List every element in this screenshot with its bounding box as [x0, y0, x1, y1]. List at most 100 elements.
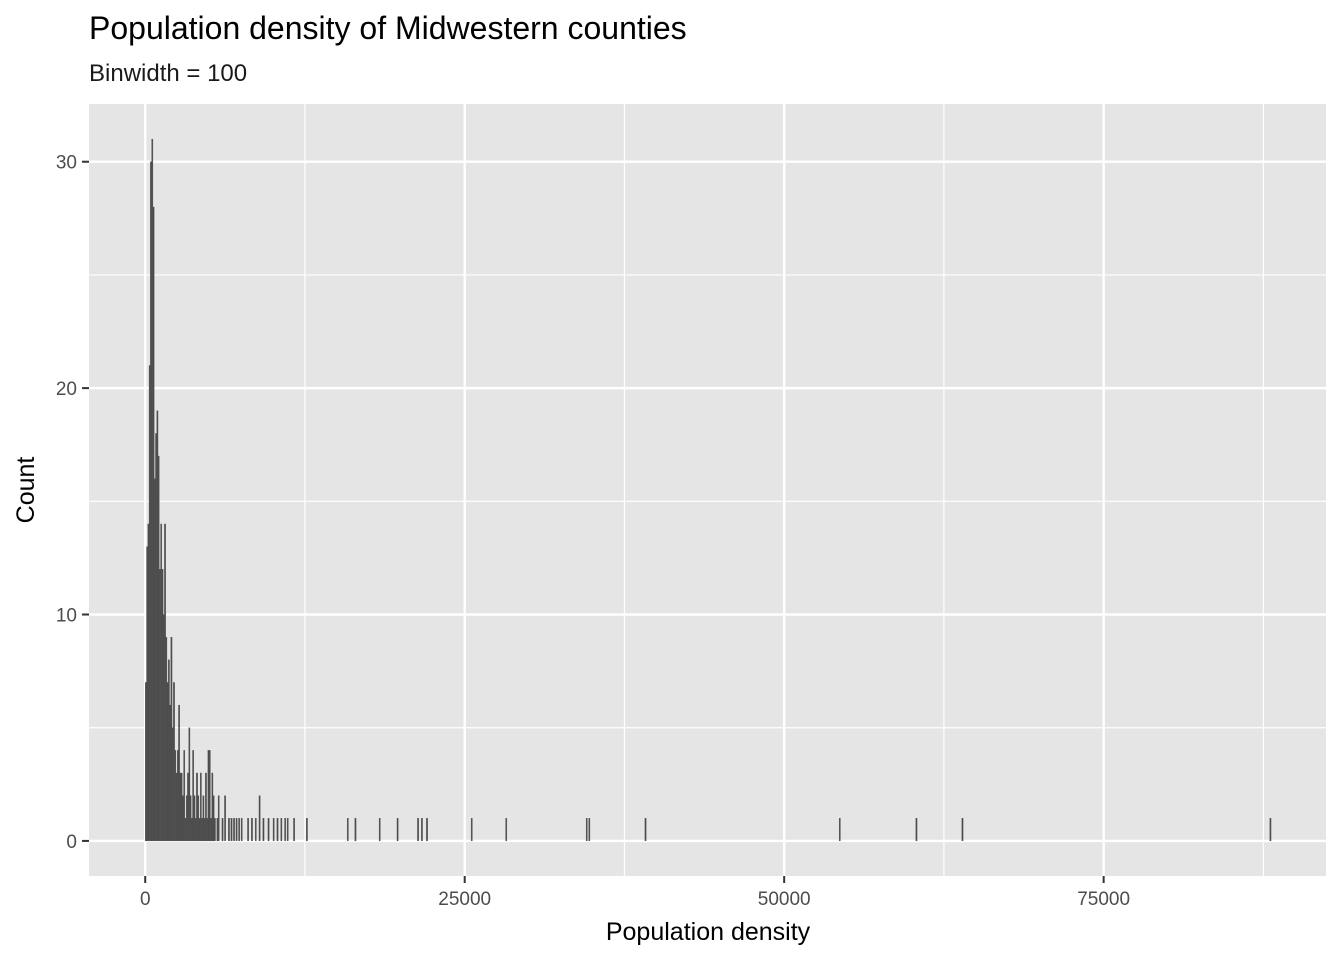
- histogram-bar: [184, 818, 187, 842]
- histogram-bar: [233, 818, 235, 842]
- histogram-bar: [145, 682, 147, 842]
- histogram-bar: [838, 818, 841, 842]
- histogram-bar: [276, 818, 279, 842]
- histogram-bar: [148, 365, 151, 842]
- histogram-bar: [157, 455, 160, 842]
- histogram-bar: [150, 161, 152, 842]
- histogram-bar: [272, 818, 275, 842]
- histogram-bar: [417, 818, 419, 842]
- histogram-bar: [165, 637, 168, 842]
- histogram-bar: [170, 637, 173, 842]
- histogram-bar: [147, 523, 150, 842]
- histogram-bar: [267, 818, 270, 842]
- histogram-bar: [159, 569, 161, 842]
- plot-panel: [89, 104, 1326, 876]
- histogram-bar: [961, 818, 964, 842]
- histogram-bar: [396, 818, 399, 842]
- histogram-bar: [169, 704, 171, 842]
- histogram-bar: [194, 818, 197, 842]
- histogram-bar: [211, 772, 214, 842]
- histogram-bar: [151, 138, 154, 842]
- histogram-bar: [228, 818, 230, 842]
- histogram-bar: [208, 750, 211, 842]
- x-tick-label: 50000: [758, 889, 811, 910]
- x-tick-label: 0: [140, 889, 151, 910]
- chart-subtitle: Binwidth = 100: [89, 60, 247, 87]
- histogram-bar: [177, 750, 179, 842]
- histogram-bar: [224, 795, 226, 842]
- histogram-bar: [202, 795, 205, 842]
- histogram-bar: [191, 818, 193, 842]
- histogram-bar: [193, 795, 196, 842]
- histogram-bar: [280, 818, 283, 842]
- histogram-bar: [588, 818, 591, 842]
- histogram-bar: [160, 523, 163, 842]
- histogram-bar: [286, 818, 289, 842]
- major-gridlines: [89, 104, 1326, 876]
- histogram-bar: [470, 818, 473, 842]
- histogram-bar: [192, 750, 194, 842]
- x-tick-label: 75000: [1077, 889, 1130, 910]
- histogram-bar: [254, 818, 257, 842]
- histogram-bar: [346, 818, 349, 842]
- histogram-bar: [175, 772, 178, 842]
- histogram-bar: [214, 818, 216, 842]
- histogram-bar: [162, 614, 165, 842]
- y-tick-label: 10: [56, 606, 77, 627]
- y-axis-title: Count: [12, 457, 40, 524]
- histogram-bar: [154, 478, 156, 842]
- histogram-bar: [354, 818, 357, 842]
- histogram-bar: [161, 569, 164, 842]
- histogram-bar: [174, 750, 177, 842]
- histogram-bar: [306, 818, 308, 842]
- histogram-bar: [156, 410, 159, 842]
- histogram-bar: [915, 818, 918, 842]
- histogram-bar: [152, 206, 155, 842]
- chart-title: Population density of Midwestern countie…: [89, 10, 687, 46]
- histogram-bar: [426, 818, 428, 842]
- histogram-bar: [164, 523, 166, 842]
- histogram-bar: [183, 750, 186, 842]
- histogram-bar: [585, 818, 588, 842]
- histogram-bar: [284, 818, 286, 842]
- minor-gridlines: [89, 104, 1326, 876]
- histogram-bar: [421, 818, 423, 842]
- histogram-bar: [168, 659, 170, 842]
- histogram-bar: [207, 750, 210, 842]
- histogram-bar: [205, 772, 207, 842]
- histogram-bar: [200, 772, 202, 842]
- histogram-bar: [188, 727, 191, 842]
- histogram-bar: [212, 795, 215, 842]
- histogram-bar: [644, 818, 647, 842]
- histogram-bar: [182, 795, 184, 842]
- histogram-bar: [247, 818, 249, 842]
- histogram-bar: [258, 795, 261, 842]
- histogram-bar: [180, 772, 183, 842]
- histogram-bar: [206, 818, 209, 842]
- x-tick-label: 25000: [438, 889, 491, 910]
- histogram-bars: [145, 138, 1272, 842]
- histogram-bar: [238, 818, 240, 842]
- histogram-bar: [251, 818, 253, 842]
- histogram-bar: [378, 818, 381, 842]
- histogram-bar: [201, 818, 203, 842]
- histogram-bar: [216, 818, 219, 842]
- histogram-bar: [293, 818, 295, 842]
- y-tick-label: 30: [56, 153, 77, 174]
- histogram-bar: [198, 818, 201, 842]
- histogram-bar: [505, 818, 508, 842]
- histogram-bar: [173, 682, 175, 842]
- histogram-bar: [210, 818, 212, 842]
- histogram-bar: [171, 727, 174, 842]
- histogram-bar: [217, 795, 220, 842]
- histogram-bar: [178, 704, 180, 842]
- histogram-bar: [196, 772, 198, 842]
- histogram-bar: [230, 818, 233, 842]
- histogram-bar: [185, 795, 188, 842]
- histogram-bar: [1269, 818, 1272, 842]
- histogram-bar: [189, 795, 192, 842]
- y-tick-label: 0: [66, 832, 77, 853]
- histogram-bar: [166, 682, 169, 842]
